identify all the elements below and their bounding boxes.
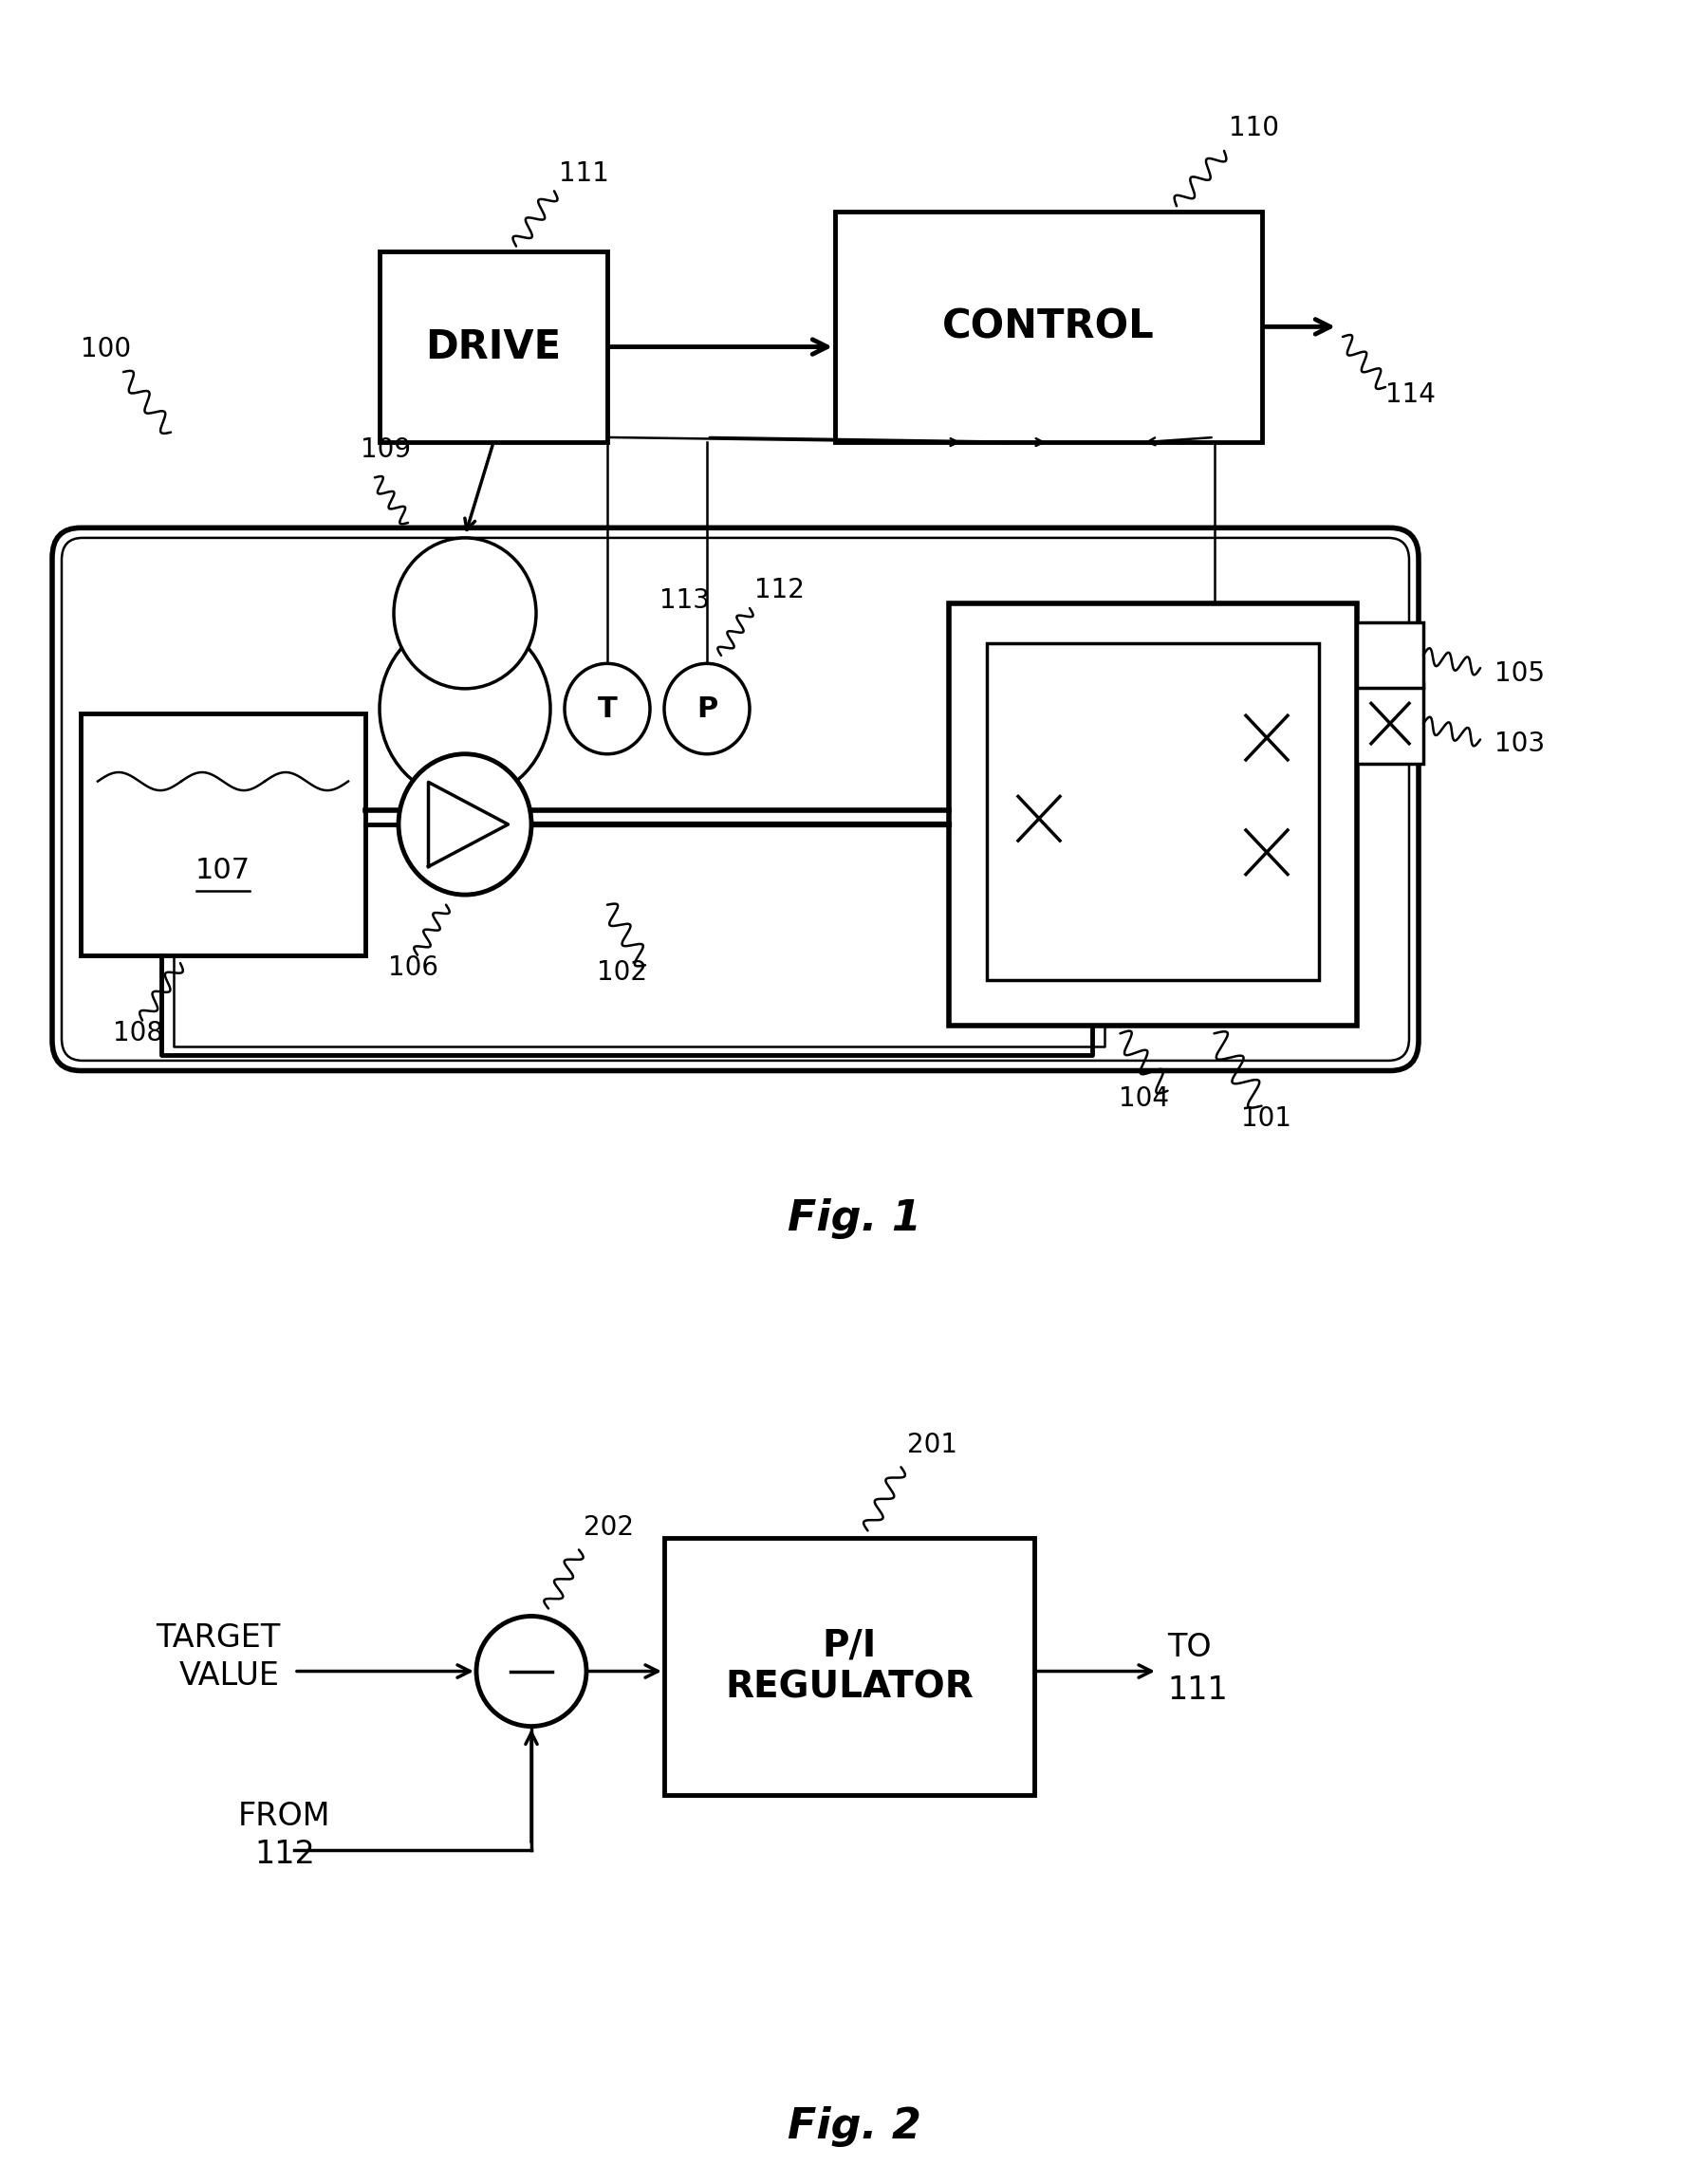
Text: 112: 112	[755, 577, 804, 603]
Text: 114: 114	[1385, 382, 1435, 408]
Text: P/I
REGULATOR: P/I REGULATOR	[726, 1627, 974, 1706]
Text: 113: 113	[659, 587, 711, 614]
Text: 111: 111	[1167, 1675, 1228, 1706]
Bar	[664, 1538, 1035, 1795]
Circle shape	[379, 618, 550, 799]
Bar	[80, 714, 366, 954]
Text: 106: 106	[388, 954, 437, 981]
Bar	[950, 603, 1356, 1026]
Text: 100: 100	[80, 336, 132, 363]
Text: TARGET: TARGET	[155, 1623, 280, 1653]
Text: DRIVE: DRIVE	[425, 328, 562, 367]
Text: 202: 202	[584, 1514, 634, 1542]
Text: Fig. 2: Fig. 2	[787, 2108, 921, 2147]
Text: CONTROL: CONTROL	[943, 306, 1155, 347]
Circle shape	[477, 1616, 586, 1725]
Text: 105: 105	[1494, 660, 1544, 686]
Bar	[1356, 684, 1423, 764]
Text: 111: 111	[559, 159, 610, 186]
Text: 103: 103	[1494, 732, 1546, 758]
Text: 102: 102	[596, 959, 647, 985]
Text: VALUE: VALUE	[179, 1660, 280, 1693]
Bar	[987, 644, 1319, 981]
Text: 107: 107	[195, 856, 251, 885]
Text: 110: 110	[1228, 116, 1279, 142]
Text: 109: 109	[360, 437, 412, 463]
Text: P: P	[697, 695, 717, 723]
Text: 101: 101	[1242, 1105, 1291, 1131]
Bar	[835, 212, 1262, 443]
Bar	[379, 251, 608, 443]
Text: TO: TO	[1167, 1631, 1211, 1664]
Text: 104: 104	[1119, 1085, 1168, 1112]
Text: 112: 112	[254, 1839, 314, 1870]
Bar	[1356, 622, 1423, 688]
Circle shape	[565, 664, 651, 753]
Circle shape	[664, 664, 750, 753]
Text: Fig. 1: Fig. 1	[787, 1199, 921, 1238]
Text: 108: 108	[113, 1020, 162, 1046]
Circle shape	[398, 753, 531, 895]
Text: T: T	[598, 695, 617, 723]
Text: FROM: FROM	[239, 1802, 331, 1832]
Circle shape	[395, 537, 536, 688]
Text: 201: 201	[907, 1433, 958, 1459]
